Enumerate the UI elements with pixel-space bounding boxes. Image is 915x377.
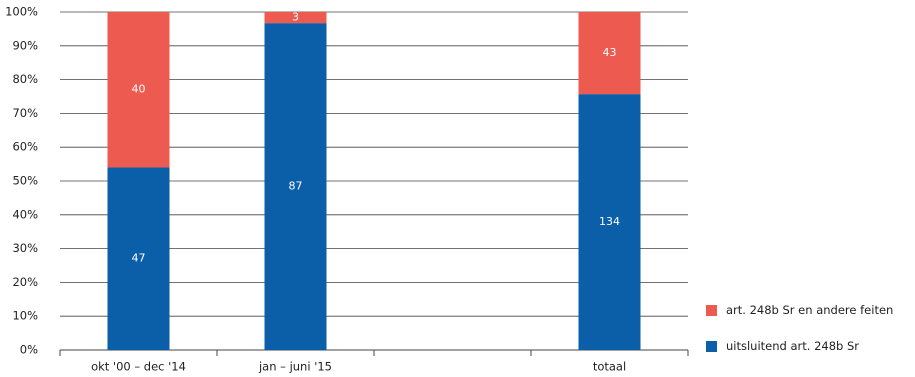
y-tick-label: 20% xyxy=(12,275,38,289)
bar-segment xyxy=(107,12,170,168)
bar-segment xyxy=(264,12,327,24)
data-label: 3 xyxy=(292,11,299,24)
x-tick-label: totaal xyxy=(593,360,626,374)
legend-swatch xyxy=(706,341,717,352)
y-tick-label: 30% xyxy=(12,241,38,255)
data-label: 47 xyxy=(132,252,146,265)
legend-swatch xyxy=(706,305,717,316)
bar-segment xyxy=(578,94,641,350)
x-tick-label: okt '00 – dec '14 xyxy=(91,360,186,374)
legend-label: art. 248b Sr en andere feiten xyxy=(726,303,893,317)
y-tick-label: 90% xyxy=(12,38,38,52)
y-tick-label: 10% xyxy=(12,309,38,323)
data-label: 134 xyxy=(599,215,620,228)
y-tick-label: 80% xyxy=(12,72,38,86)
bar-segment xyxy=(107,167,170,350)
y-tick-label: 60% xyxy=(12,140,38,154)
y-tick-label: 100% xyxy=(5,5,38,19)
y-tick-label: 40% xyxy=(12,207,38,221)
y-tick-label: 70% xyxy=(12,106,38,120)
y-tick-label: 0% xyxy=(20,343,38,357)
bar-segment xyxy=(578,12,641,95)
bar-segment xyxy=(264,23,327,351)
y-tick-label: 50% xyxy=(12,174,38,188)
data-label: 40 xyxy=(132,83,146,96)
data-label: 43 xyxy=(603,46,617,59)
data-label: 87 xyxy=(289,180,303,193)
legend-label: uitsluitend art. 248b Sr xyxy=(726,339,859,353)
x-tick-label: jan – juni '15 xyxy=(258,360,332,374)
